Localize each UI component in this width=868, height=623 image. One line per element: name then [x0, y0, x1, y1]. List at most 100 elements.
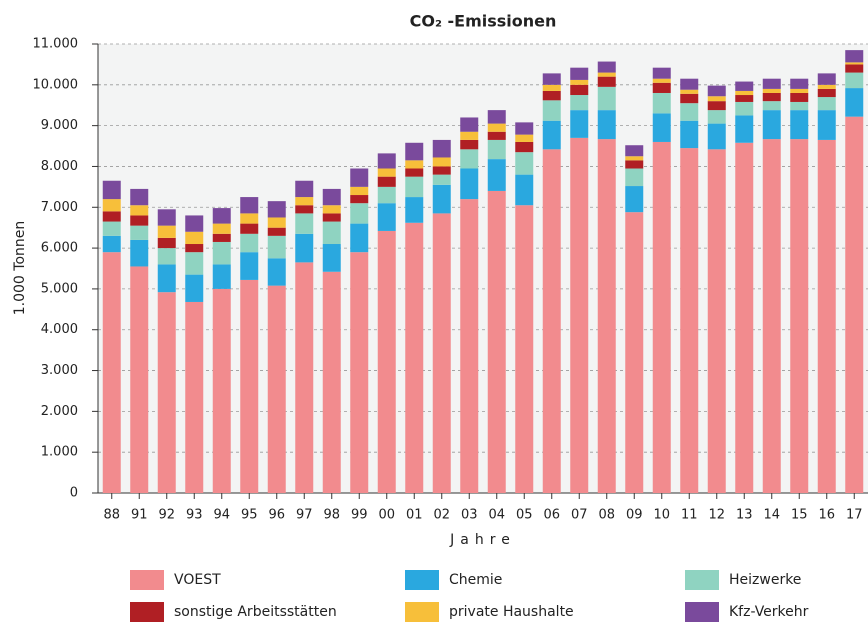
bar-segment — [432, 166, 451, 175]
bar-segment — [377, 230, 396, 493]
bar-segment — [212, 241, 231, 265]
bar-segment — [762, 110, 781, 140]
bar-segment — [652, 113, 671, 142]
bar-segment — [102, 211, 121, 222]
bar-segment — [597, 61, 616, 73]
bar-segment — [212, 288, 231, 493]
bar-segment — [707, 101, 726, 111]
bar-segment — [542, 84, 561, 91]
bar-segment — [652, 141, 671, 494]
bar-segment — [432, 174, 451, 185]
bar-segment — [240, 252, 259, 280]
bar-segment — [322, 221, 341, 245]
x-tick-label: 13 — [736, 508, 753, 523]
legend-swatch — [685, 570, 719, 590]
bar-segment — [845, 50, 864, 63]
bar-segment — [432, 139, 451, 158]
bar-segment — [487, 110, 506, 124]
bar-segment — [240, 233, 259, 253]
bar-segment — [460, 199, 479, 494]
bar-segment — [845, 88, 864, 117]
bar-segment — [267, 227, 286, 236]
y-tick-label: 6.000 — [41, 241, 78, 256]
bar-segment — [130, 266, 149, 493]
bar-segment — [817, 139, 836, 493]
y-axis-label: 1.000 Tonnen — [12, 221, 28, 316]
bar-segment — [762, 139, 781, 493]
bar-segment — [652, 78, 671, 83]
bar-segment — [845, 116, 864, 493]
bar-segment — [377, 153, 396, 169]
bar-segment — [625, 168, 644, 187]
legend-swatch — [405, 602, 439, 622]
bar-segment — [790, 139, 809, 493]
legend-swatch — [685, 602, 719, 622]
bar-segment — [377, 176, 396, 187]
bar-segment — [570, 137, 589, 493]
bar-segment — [240, 197, 259, 214]
bar-segment — [322, 213, 341, 222]
bar-segment — [487, 139, 506, 160]
x-tick-label: 88 — [103, 508, 120, 523]
bar-segment — [405, 160, 424, 169]
bar-segment — [377, 168, 396, 177]
x-tick-label: 14 — [763, 508, 780, 523]
bar-segment — [377, 186, 396, 204]
bar-segment — [460, 131, 479, 140]
bar-segment — [680, 120, 699, 149]
bar-segment — [157, 237, 176, 249]
x-tick-label: 07 — [571, 508, 588, 523]
x-tick-label: 08 — [598, 508, 615, 523]
bar-segment — [762, 88, 781, 93]
y-tick-label: 7.000 — [41, 200, 78, 215]
bar-segment — [570, 84, 589, 96]
bar-segment — [460, 117, 479, 132]
bar-segment — [295, 205, 314, 214]
bar-segment — [377, 203, 396, 231]
bar-segment — [735, 115, 754, 143]
x-tick-label: 91 — [131, 508, 148, 523]
bar-segment — [762, 78, 781, 89]
bar-segment — [625, 186, 644, 213]
x-tick-label: 04 — [488, 508, 505, 523]
bar-segment — [680, 78, 699, 90]
bar-segment — [295, 213, 314, 234]
x-axis-label: Jahre — [449, 532, 516, 548]
bar-segment — [680, 93, 699, 104]
y-tick-label: 3.000 — [41, 363, 78, 378]
bar-segment — [515, 152, 534, 175]
bar-segment — [102, 180, 121, 200]
bar-segment — [432, 157, 451, 167]
bar-segment — [597, 76, 616, 87]
bar-segment — [405, 168, 424, 177]
bar-segment — [267, 235, 286, 259]
bar-segment — [130, 239, 149, 267]
legend-label: Heizwerke — [729, 572, 801, 588]
bar-segment — [790, 88, 809, 93]
bar-segment — [817, 73, 836, 85]
bar-segment — [295, 233, 314, 263]
bar-segment — [680, 148, 699, 493]
chart-title: CO₂ -Emissionen — [410, 12, 557, 31]
bar-segment — [322, 271, 341, 493]
bar-segment — [790, 78, 809, 89]
x-tick-label: 17 — [846, 508, 863, 523]
bar-segment — [322, 244, 341, 272]
bar-segment — [762, 92, 781, 102]
bar-segment — [405, 222, 424, 493]
bar-segment — [542, 100, 561, 121]
x-tick-label: 00 — [378, 508, 395, 523]
y-tick-label: 0 — [70, 486, 78, 501]
bar-segment — [405, 142, 424, 161]
bar-segment — [267, 217, 286, 228]
bar-segment — [735, 81, 754, 91]
bar-segment — [735, 101, 754, 116]
bar-segment — [102, 252, 121, 493]
bar-segment — [460, 149, 479, 169]
bar-segment — [707, 85, 726, 97]
bar-segment — [405, 176, 424, 198]
legend-label: Chemie — [449, 572, 502, 588]
x-tick-label: 06 — [543, 508, 560, 523]
bar-segment — [625, 156, 644, 161]
